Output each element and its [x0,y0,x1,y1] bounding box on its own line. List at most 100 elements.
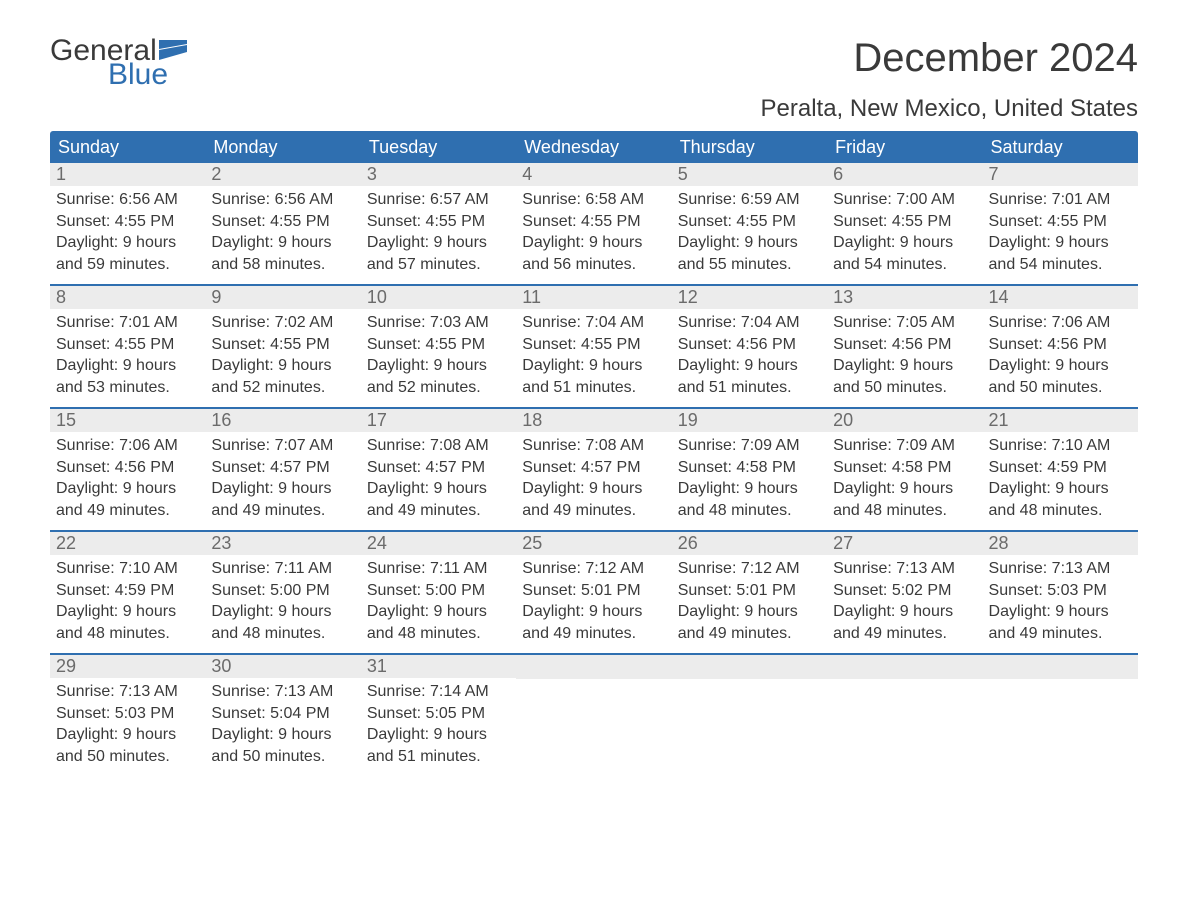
day-dl2: and 49 minutes. [678,623,821,645]
day-body: Sunrise: 7:05 AMSunset: 4:56 PMDaylight:… [827,309,982,406]
day-sunrise: Sunrise: 6:58 AM [522,189,665,211]
day-dl1: Daylight: 9 hours [833,355,976,377]
day-number: 1 [50,163,205,186]
day-cell [516,655,671,777]
day-dl2: and 49 minutes. [367,500,510,522]
day-cell: 3Sunrise: 6:57 AMSunset: 4:55 PMDaylight… [361,163,516,285]
day-dl1: Daylight: 9 hours [522,355,665,377]
day-dl1: Daylight: 9 hours [678,355,821,377]
week-row: 29Sunrise: 7:13 AMSunset: 5:03 PMDayligh… [50,653,1138,777]
day-body: Sunrise: 7:13 AMSunset: 5:04 PMDaylight:… [205,678,360,775]
day-sunset: Sunset: 4:56 PM [833,334,976,356]
day-body: Sunrise: 7:13 AMSunset: 5:03 PMDaylight:… [50,678,205,775]
day-cell: 1Sunrise: 6:56 AMSunset: 4:55 PMDaylight… [50,163,205,285]
day-dl2: and 50 minutes. [989,377,1132,399]
day-sunrise: Sunrise: 7:11 AM [367,558,510,580]
day-dl2: and 48 minutes. [833,500,976,522]
day-body: Sunrise: 6:57 AMSunset: 4:55 PMDaylight:… [361,186,516,283]
day-sunset: Sunset: 5:01 PM [522,580,665,602]
day-dl2: and 49 minutes. [989,623,1132,645]
day-cell: 9Sunrise: 7:02 AMSunset: 4:55 PMDaylight… [205,286,360,408]
day-dl2: and 48 minutes. [56,623,199,645]
day-number: 5 [672,163,827,186]
day-cell: 23Sunrise: 7:11 AMSunset: 5:00 PMDayligh… [205,532,360,654]
day-dl1: Daylight: 9 hours [211,232,354,254]
day-sunrise: Sunrise: 7:09 AM [833,435,976,457]
day-dl2: and 58 minutes. [211,254,354,276]
day-number: 20 [827,409,982,432]
day-number [672,655,827,679]
day-sunset: Sunset: 4:55 PM [211,211,354,233]
day-dl1: Daylight: 9 hours [56,724,199,746]
day-cell: 27Sunrise: 7:13 AMSunset: 5:02 PMDayligh… [827,532,982,654]
day-sunrise: Sunrise: 7:04 AM [522,312,665,334]
day-number: 23 [205,532,360,555]
day-number: 8 [50,286,205,309]
week-row: 1Sunrise: 6:56 AMSunset: 4:55 PMDaylight… [50,163,1138,285]
day-dl1: Daylight: 9 hours [367,478,510,500]
day-sunset: Sunset: 4:55 PM [367,334,510,356]
day-sunrise: Sunrise: 7:06 AM [56,435,199,457]
day-sunrise: Sunrise: 7:03 AM [367,312,510,334]
day-dl2: and 50 minutes. [56,746,199,768]
day-sunrise: Sunrise: 7:09 AM [678,435,821,457]
day-body: Sunrise: 7:09 AMSunset: 4:58 PMDaylight:… [672,432,827,529]
day-dl2: and 49 minutes. [522,500,665,522]
week-row: 15Sunrise: 7:06 AMSunset: 4:56 PMDayligh… [50,407,1138,531]
day-sunrise: Sunrise: 7:10 AM [989,435,1132,457]
day-number: 18 [516,409,671,432]
day-sunrise: Sunrise: 7:14 AM [367,681,510,703]
day-dl2: and 48 minutes. [367,623,510,645]
day-body [516,679,671,690]
day-dl1: Daylight: 9 hours [678,232,821,254]
day-body: Sunrise: 7:06 AMSunset: 4:56 PMDaylight:… [983,309,1138,406]
weekday-wednesday: Wednesday [516,131,671,164]
day-sunset: Sunset: 5:00 PM [367,580,510,602]
day-sunrise: Sunrise: 7:00 AM [833,189,976,211]
day-sunrise: Sunrise: 7:05 AM [833,312,976,334]
day-dl1: Daylight: 9 hours [56,232,199,254]
day-dl1: Daylight: 9 hours [56,478,199,500]
day-sunset: Sunset: 5:03 PM [56,703,199,725]
day-cell: 10Sunrise: 7:03 AMSunset: 4:55 PMDayligh… [361,286,516,408]
day-dl2: and 53 minutes. [56,377,199,399]
day-cell: 15Sunrise: 7:06 AMSunset: 4:56 PMDayligh… [50,409,205,531]
day-dl1: Daylight: 9 hours [678,478,821,500]
day-sunset: Sunset: 4:58 PM [833,457,976,479]
day-body: Sunrise: 7:13 AMSunset: 5:02 PMDaylight:… [827,555,982,652]
day-cell: 31Sunrise: 7:14 AMSunset: 5:05 PMDayligh… [361,655,516,777]
day-body: Sunrise: 7:01 AMSunset: 4:55 PMDaylight:… [983,186,1138,283]
day-dl1: Daylight: 9 hours [367,724,510,746]
day-sunset: Sunset: 4:55 PM [678,211,821,233]
day-number: 31 [361,655,516,678]
day-dl2: and 48 minutes. [989,500,1132,522]
day-body: Sunrise: 7:08 AMSunset: 4:57 PMDaylight:… [361,432,516,529]
day-sunrise: Sunrise: 6:56 AM [211,189,354,211]
day-body: Sunrise: 7:11 AMSunset: 5:00 PMDaylight:… [361,555,516,652]
day-sunrise: Sunrise: 7:02 AM [211,312,354,334]
day-dl1: Daylight: 9 hours [56,355,199,377]
day-body: Sunrise: 7:04 AMSunset: 4:55 PMDaylight:… [516,309,671,406]
day-dl2: and 54 minutes. [989,254,1132,276]
day-number: 3 [361,163,516,186]
weeks-container: 1Sunrise: 6:56 AMSunset: 4:55 PMDaylight… [50,163,1138,777]
logo-flag-icon [159,40,187,60]
day-number: 10 [361,286,516,309]
day-cell: 6Sunrise: 7:00 AMSunset: 4:55 PMDaylight… [827,163,982,285]
day-body: Sunrise: 7:10 AMSunset: 4:59 PMDaylight:… [983,432,1138,529]
day-body: Sunrise: 7:12 AMSunset: 5:01 PMDaylight:… [672,555,827,652]
day-sunrise: Sunrise: 7:08 AM [367,435,510,457]
weekday-header-row: Sunday Monday Tuesday Wednesday Thursday… [50,131,1138,164]
day-dl2: and 50 minutes. [211,746,354,768]
logo-text-blue: Blue [108,60,168,90]
day-dl2: and 50 minutes. [833,377,976,399]
day-sunrise: Sunrise: 7:01 AM [989,189,1132,211]
day-dl2: and 51 minutes. [678,377,821,399]
day-sunrise: Sunrise: 7:13 AM [211,681,354,703]
day-dl2: and 49 minutes. [56,500,199,522]
day-body: Sunrise: 7:02 AMSunset: 4:55 PMDaylight:… [205,309,360,406]
day-cell: 26Sunrise: 7:12 AMSunset: 5:01 PMDayligh… [672,532,827,654]
day-dl1: Daylight: 9 hours [367,232,510,254]
weekday-saturday: Saturday [983,131,1138,164]
day-cell [827,655,982,777]
